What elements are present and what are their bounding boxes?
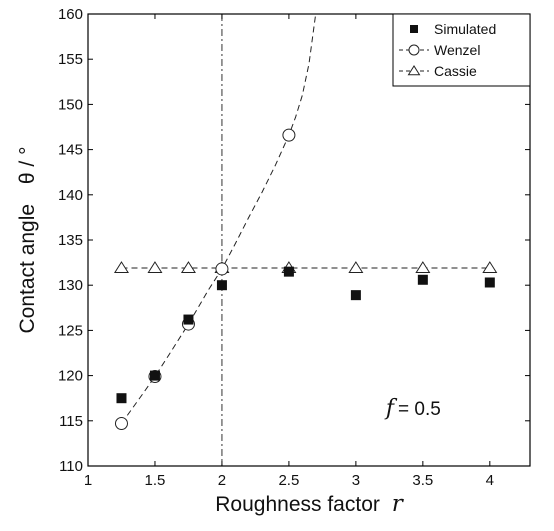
f-value-annotation: f = 0.5 [384,396,441,421]
wenzel-curve [121,14,317,424]
y-tick-label: 155 [58,51,83,68]
x-tick-label: 2 [218,472,226,489]
legend-label: Cassie [434,63,477,79]
y-tick-label: 125 [58,322,83,339]
cassie-point [482,261,498,274]
y-tick-label: 160 [58,6,83,23]
y-axis-variable: θ / ° [16,146,39,184]
curve-layer [121,14,490,424]
x-tick-label: 4 [486,472,494,489]
simulated-point [116,393,127,404]
y-tick-label: 140 [58,187,83,204]
simulated-point [484,277,495,288]
legend: Simulated Wenzel Cassie [392,13,531,87]
x-axis-label: Roughness factor r [215,491,404,517]
simulated-point [149,370,160,381]
marker-layer [113,128,498,431]
simulated-point [350,290,361,301]
cassie-point [147,261,163,274]
legend-label: Simulated [434,21,496,37]
simulated-point [216,280,227,291]
y-tick-label: 145 [58,142,83,159]
x-tick-label: 1 [84,472,92,489]
legend-simulated-marker [410,25,418,33]
y-tick-label: 115 [59,413,83,430]
tick-layer: 1 1.5 2 2.5 3 3.5 4 110 115 120 125 130 135 140 145 150… [58,6,530,489]
x-tick-label: 2.5 [278,472,299,489]
simulated-point [283,266,294,277]
x-axis-label-text: Roughness factor [215,493,380,516]
annotation-value: = 0.5 [398,399,441,420]
y-tick-label: 130 [58,277,83,294]
cassie-point [113,261,129,274]
simulated-point [183,314,194,325]
cassie-point [415,261,431,274]
y-tick-label: 120 [58,368,83,385]
x-tick-label: 3.5 [412,472,433,489]
y-tick-label: 110 [59,458,83,475]
legend-label: Wenzel [434,42,480,58]
cassie-point [180,261,196,274]
annotation-variable: f [384,396,398,421]
y-tick-label: 135 [58,232,83,249]
wenzel-point [215,262,229,276]
y-axis-label: Contact angle θ / ° [16,146,39,333]
y-tick-label: 150 [58,96,83,113]
legend-wenzel-marker [408,44,420,56]
x-axis-variable: r [392,491,405,517]
y-axis-label-text: Contact angle [16,204,39,334]
cassie-point [348,261,364,274]
wenzel-point [114,417,128,431]
x-tick-label: 1.5 [145,472,166,489]
wenzel-point [282,128,296,142]
simulated-point [417,274,428,285]
legend-cassie-marker [407,65,421,76]
x-tick-label: 3 [352,472,360,489]
